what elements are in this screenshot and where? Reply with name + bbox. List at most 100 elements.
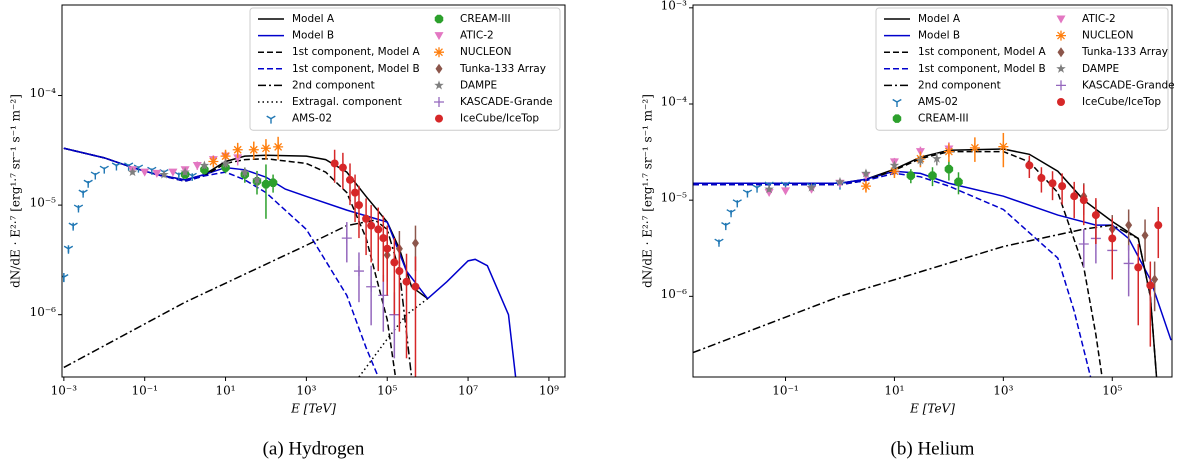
- x-tick-label: 10¹: [884, 384, 904, 398]
- marker: [411, 238, 419, 249]
- marker: [860, 181, 871, 192]
- legend-swatch: [892, 98, 902, 107]
- marker: [232, 144, 243, 155]
- legend-label: Tunka-133 Array: [459, 63, 546, 75]
- legend-swatch: [1057, 98, 1065, 106]
- marker: [78, 189, 88, 198]
- x-tick-label: 10⁻¹: [131, 384, 157, 398]
- chart: 10⁻³ 10⁻¹ 10¹ 10³ 10⁵ 10⁷ 10⁹ 10⁻⁶ 10⁻⁵ 10⁻⁴ E [Te…: [9, 4, 566, 459]
- marker: [168, 168, 178, 177]
- y-tick-label: 10⁻⁴: [30, 86, 57, 100]
- legend-swatch: [1056, 30, 1066, 41]
- marker: [351, 188, 360, 197]
- legend-label: 1st component, Model A: [918, 46, 1047, 58]
- marker: [341, 233, 352, 244]
- marker: [220, 158, 231, 168]
- model-line: [693, 170, 1172, 341]
- marker: [374, 225, 383, 234]
- legend-swatch: [435, 63, 443, 74]
- model-line: [358, 298, 429, 377]
- axes-frame: [61, 4, 566, 378]
- x-tick-label: 10⁻¹: [772, 384, 798, 398]
- legend-label: Model B: [918, 30, 960, 42]
- marker: [208, 156, 219, 167]
- legend-swatch: [1056, 15, 1066, 24]
- marker: [1078, 239, 1089, 250]
- marker: [346, 175, 355, 184]
- legend-box: [249, 7, 561, 131]
- marker: [1141, 230, 1149, 241]
- marker: [147, 166, 157, 175]
- marker: [411, 282, 420, 291]
- legend-label: NUCLEON: [460, 46, 511, 58]
- marker: [390, 258, 399, 267]
- legend-label: 1st component, Model B: [918, 63, 1046, 75]
- x-tick-label: 10⁹: [539, 384, 559, 398]
- marker: [354, 201, 363, 210]
- model-line: [63, 147, 397, 377]
- marker: [1154, 221, 1163, 230]
- marker: [969, 142, 980, 153]
- marker: [83, 179, 93, 188]
- chart: 10⁻¹ 10¹ 10³ 10⁵ 10⁻⁶ 10⁻⁵ 10⁻⁴ 10⁻³ E [TeV] dN/d…: [641, 0, 1175, 459]
- marker: [367, 221, 376, 230]
- marker: [220, 151, 231, 162]
- marker: [1134, 263, 1143, 272]
- marker: [1070, 192, 1079, 201]
- legend-swatch: [434, 47, 444, 58]
- marker: [861, 168, 871, 178]
- y-tick-label: 10⁻⁶: [661, 287, 688, 301]
- legend-label: ATIC-2: [1082, 13, 1116, 25]
- marker: [1125, 220, 1133, 231]
- model-line: [693, 224, 1158, 377]
- legend-label: CREAM-III: [918, 113, 969, 125]
- marker: [1079, 196, 1088, 205]
- marker: [714, 238, 724, 247]
- x-tick-label: 10⁵: [377, 384, 397, 398]
- marker: [742, 189, 753, 198]
- marker: [1123, 258, 1134, 269]
- legend-label: AMS-02: [292, 113, 332, 125]
- marker: [159, 169, 169, 179]
- legend-label: Extragal. component: [292, 96, 402, 108]
- legend-label: DAMPE: [1082, 63, 1119, 75]
- y-axis-label: dN/dE · E²·⁷ [erg¹·⁷ sr⁻¹ s⁻¹ m⁻²]: [9, 94, 23, 288]
- marker: [932, 153, 942, 163]
- marker: [732, 199, 742, 208]
- marker: [906, 171, 916, 180]
- x-tick-label: 10¹: [215, 384, 235, 398]
- marker: [140, 168, 150, 177]
- marker: [379, 234, 388, 243]
- x-axis-label: E [TeV]: [290, 402, 336, 416]
- marker: [889, 160, 900, 170]
- y-axis-label: dN/dE · E²·⁷ [erg¹·⁷ sr⁻¹ s⁻¹ m⁻²]: [641, 94, 655, 288]
- axes-frame: [692, 4, 1173, 378]
- legend-swatch: [434, 14, 444, 24]
- legend-label: IceCube/IceTop: [460, 113, 539, 125]
- legend-label: KASCADE-Grande: [460, 96, 553, 108]
- marker: [954, 177, 963, 187]
- marker: [944, 164, 954, 174]
- marker: [943, 146, 954, 157]
- x-tick-label: 10³: [993, 384, 1013, 398]
- plot-area: [693, 132, 1172, 377]
- marker: [261, 179, 271, 189]
- marker: [402, 277, 411, 286]
- marker: [273, 141, 284, 152]
- marker: [152, 169, 162, 178]
- legend-label: 1st component, Model A: [292, 46, 421, 58]
- marker: [240, 167, 250, 177]
- legend-label: AMS-02: [918, 96, 958, 108]
- legend-swatch: [1057, 47, 1065, 58]
- legend-swatch: [266, 115, 276, 124]
- marker: [1091, 211, 1100, 220]
- marker: [1037, 174, 1046, 183]
- marker: [330, 159, 339, 168]
- marker: [915, 155, 926, 165]
- legend-swatch: [434, 32, 444, 41]
- legend-swatch: [434, 80, 444, 90]
- y-tick-label: 10⁻⁵: [30, 196, 57, 210]
- marker: [764, 184, 774, 194]
- marker: [383, 244, 392, 253]
